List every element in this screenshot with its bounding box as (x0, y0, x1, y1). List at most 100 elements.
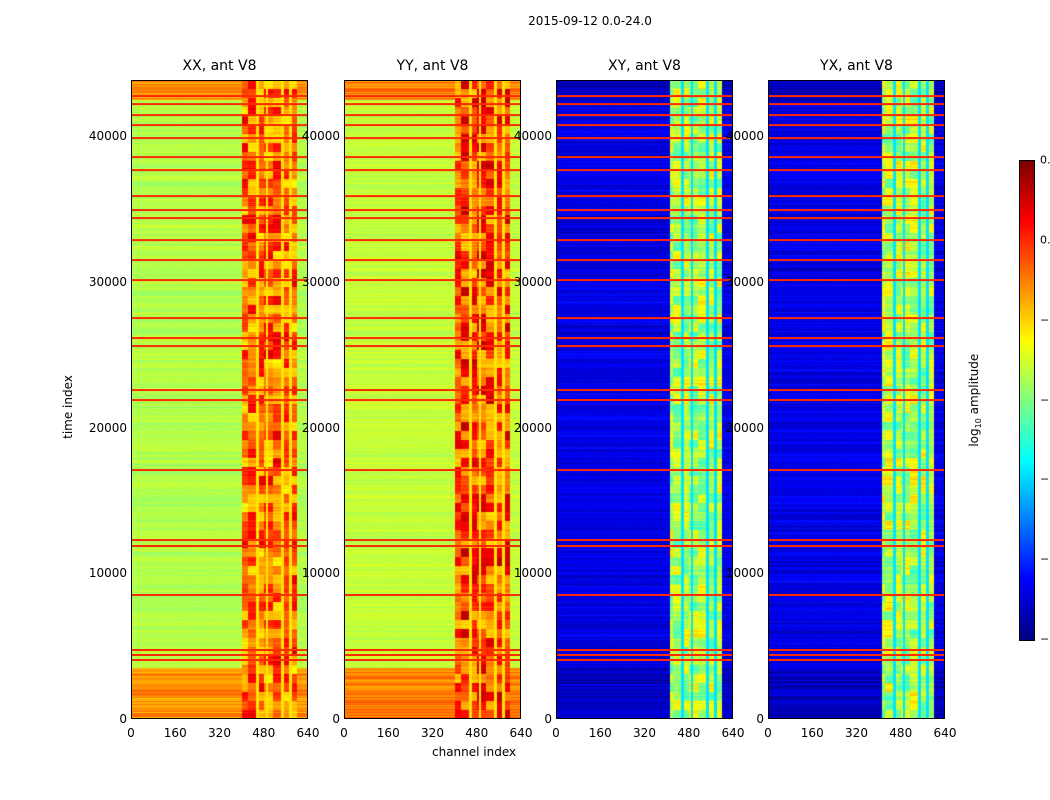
flagged-row (344, 389, 521, 392)
flagged-row (131, 114, 308, 117)
heatmap-panel-xx: XX, ant V8 0 160 320 480 640 0 10000 20000 30000 4… (89, 58, 320, 740)
x-tick-label: 480 (465, 726, 489, 740)
flagged-row (768, 399, 945, 402)
flagged-row (556, 659, 733, 662)
flagged-row (768, 95, 945, 98)
colorbar-tick-label: −1.0 (1040, 393, 1050, 406)
flagged-row (131, 399, 308, 402)
y-tick-label: 0 (332, 712, 340, 726)
y-tick-label: 10000 (725, 566, 764, 581)
colorbar-tick-label: 0.0 (1040, 233, 1050, 247)
flagged-row (131, 124, 308, 127)
y-tick-label: 40000 (725, 129, 764, 144)
flagged-row (768, 594, 945, 597)
flagged-row (768, 137, 945, 140)
y-tick-label: 40000 (88, 129, 127, 144)
flagged-row (131, 259, 308, 262)
axes-frame (344, 80, 521, 719)
flagged-row (556, 169, 733, 172)
y-tick-label: 20000 (301, 420, 340, 435)
colorbar-label: log10 amplitude (967, 345, 983, 455)
flagged-row (768, 539, 945, 542)
flagged-row (344, 539, 521, 542)
flagged-row (556, 469, 733, 472)
flagged-row (344, 209, 521, 212)
flagged-row (344, 169, 521, 172)
colorbar (1019, 160, 1035, 641)
flagged-row (768, 654, 945, 657)
x-tick-label: 320 (845, 726, 868, 740)
flagged-row (344, 279, 521, 282)
flagged-row (344, 469, 521, 472)
y-tick-label: 20000 (725, 420, 764, 435)
flagged-row (556, 95, 733, 98)
x-axis-label: channel index (432, 745, 517, 759)
flagged-row (131, 169, 308, 172)
flagged-row (344, 345, 521, 348)
axes-frame (768, 80, 945, 719)
flagged-row (344, 594, 521, 597)
x-tick-label: 160 (163, 726, 187, 740)
colorbar-label-sub: 10 (974, 418, 984, 429)
flagged-row (344, 337, 521, 340)
flagged-row (768, 317, 945, 320)
y-tick-label: 10000 (88, 566, 127, 581)
flagged-row (768, 649, 945, 652)
x-tick-label: 480 (889, 726, 913, 740)
flagged-row (768, 114, 945, 117)
panel-title: XX, ant V8 (182, 58, 257, 74)
flagged-row (344, 124, 521, 127)
flagged-row (768, 545, 945, 548)
y-tick-label: 30000 (513, 274, 552, 289)
flagged-row (344, 156, 521, 159)
flagged-row (768, 659, 945, 662)
y-tick-label: 30000 (725, 274, 764, 289)
flagged-row (344, 654, 521, 657)
flagged-row (556, 654, 733, 657)
x-tick-label: 0 (127, 726, 135, 740)
x-tick-label: 640 (509, 726, 533, 740)
y-tick-label: 0 (544, 712, 552, 726)
y-tick-label: 0 (119, 712, 127, 726)
flagged-row (131, 654, 308, 657)
x-tick-label: 320 (421, 726, 444, 740)
flagged-row (131, 103, 308, 106)
flagged-row (131, 137, 308, 140)
flagged-row (768, 217, 945, 220)
flagged-row (556, 337, 733, 340)
flagged-row (131, 209, 308, 212)
flagged-row (556, 317, 733, 320)
flagged-row (131, 649, 308, 652)
x-tick-label: 320 (633, 726, 656, 740)
flagged-row (768, 209, 945, 212)
flagged-row (131, 95, 308, 98)
flagged-row (768, 337, 945, 340)
heatmap-panel-yy: YY, ant V8 0 160 320 480 640 0 10000 20000 30000 4… (302, 58, 533, 740)
y-tick-label: 20000 (88, 420, 127, 435)
x-tick-label: 640 (721, 726, 745, 740)
flagged-row (556, 649, 733, 652)
flagged-row (556, 594, 733, 597)
flagged-row (131, 659, 308, 662)
flagged-row (131, 594, 308, 597)
y-tick-label: 30000 (88, 274, 127, 289)
heatmap-panel-xy: XY, ant V8 0 160 320 480 640 0 10000 20000 30000 4… (514, 58, 745, 740)
colorbar-tick-label: −1.5 (1040, 472, 1050, 486)
flagged-row (556, 399, 733, 402)
flagged-row (556, 137, 733, 140)
flagged-row (344, 137, 521, 140)
panel-title: YX, ant V8 (820, 58, 893, 74)
flagged-row (556, 124, 733, 127)
flagged-row (344, 114, 521, 117)
flagged-row (344, 95, 521, 98)
flagged-row (768, 239, 945, 242)
flagged-row (556, 259, 733, 262)
y-axis-label: time index (61, 375, 75, 439)
flag-overlay (556, 95, 733, 662)
flagged-row (131, 217, 308, 220)
flagged-row (131, 156, 308, 159)
flagged-row (344, 317, 521, 320)
panel-title: YY, ant V8 (396, 58, 469, 74)
x-tick-label: 640 (933, 726, 957, 740)
